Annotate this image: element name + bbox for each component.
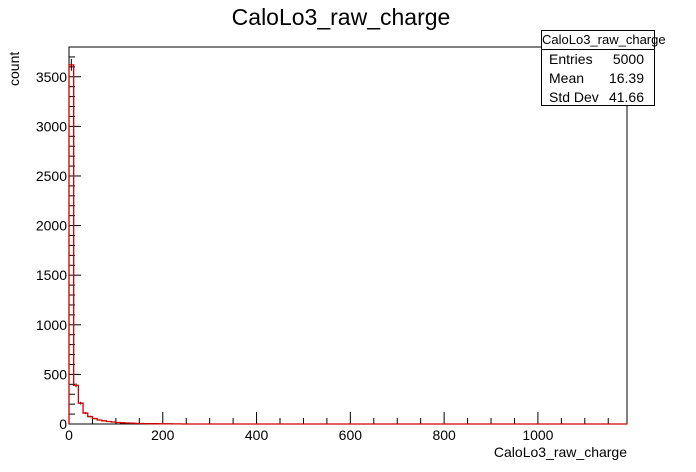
stats-title: CaloLo3_raw_charge	[542, 31, 666, 50]
y-tick-label: 2500	[36, 168, 67, 184]
stats-entries-row: Entries 5000	[542, 50, 654, 69]
x-tick-label: 0	[65, 427, 73, 443]
y-axis-label: count	[6, 52, 22, 86]
stats-entries-value: 5000	[612, 51, 644, 67]
stats-entries-label: Entries	[549, 51, 593, 67]
stats-mean-value: 16.39	[608, 70, 644, 86]
y-tick-label: 500	[44, 366, 68, 382]
y-tick-label: 3500	[36, 69, 67, 85]
y-tick-label: 1000	[36, 317, 67, 333]
stats-mean-label: Mean	[549, 70, 585, 86]
error-bars	[70, 58, 180, 424]
x-axis-label: CaloLo3_raw_charge	[494, 444, 627, 460]
y-tick-label: 3000	[36, 118, 67, 134]
stats-box: CaloLo3_raw_charge Entries 5000 Mean 16.…	[541, 30, 666, 107]
stats-std-value: 41.66	[608, 89, 644, 105]
chart-title: CaloLo3_raw_charge	[232, 4, 451, 30]
y-tick-label: 2000	[36, 218, 67, 234]
x-tick-label: 1000	[522, 427, 553, 443]
stats-mean-row: Mean 16.39	[542, 69, 654, 88]
x-tick-label: 800	[432, 427, 456, 443]
x-tick-label: 600	[339, 427, 363, 443]
x-tick-label: 400	[245, 427, 269, 443]
stats-std-row: Std Dev 41.66	[542, 88, 654, 107]
y-tick-label: 1500	[36, 267, 67, 283]
x-tick-label: 200	[151, 427, 175, 443]
histogram-line	[68, 64, 627, 425]
y-tick-label: 0	[59, 416, 67, 432]
stats-std-label: Std Dev	[549, 89, 599, 105]
axis-ticks	[68, 46, 609, 425]
